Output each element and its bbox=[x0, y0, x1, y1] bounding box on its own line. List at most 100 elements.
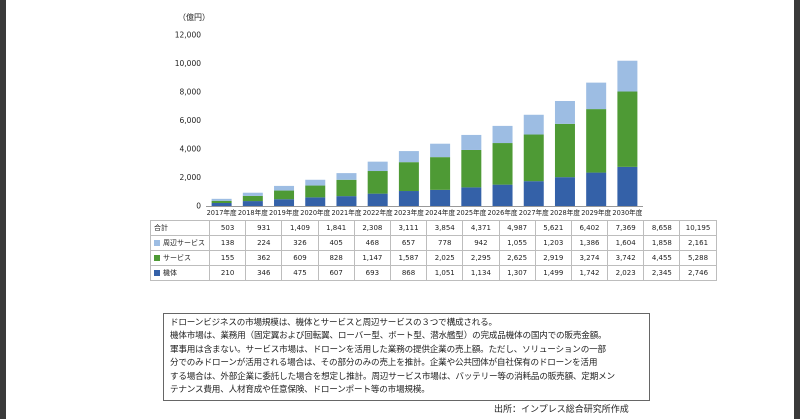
note-line: テナンス費用、人材育成や任意保険、ドローンポート等の市場規模。 bbox=[170, 385, 430, 396]
bar-segment bbox=[430, 157, 451, 190]
bar-segment bbox=[274, 185, 295, 191]
x-tick-label: 2024年度 bbox=[425, 208, 455, 217]
note-line: 機体市場は、業務用（固定翼および回転翼、ローバー型、ボート型、潜水艦型）の完成品… bbox=[170, 331, 607, 342]
data-cell: 3,111 bbox=[389, 220, 428, 236]
x-axis: 2017年度 2018年度 2019年度 2020年度 2021年度 2022年度 2023… bbox=[206, 206, 643, 217]
note-line: する場合は、外部企業に委託した場合を想定し推計。周辺サービス市場は、バッテリー等… bbox=[170, 371, 615, 382]
note-line: 分でのみドローンが活用される場合は、その部分のみの売上を推計。企業や公共団体が自… bbox=[170, 358, 598, 369]
bars-group bbox=[211, 60, 638, 206]
left-frame-bar bbox=[0, 0, 6, 419]
y-tick-label: 4,000 bbox=[180, 145, 202, 154]
bar-segment bbox=[367, 171, 388, 194]
bar-segment bbox=[430, 143, 451, 158]
bar-segment bbox=[430, 189, 451, 206]
bar-segment bbox=[554, 123, 575, 178]
data-cell: 2,295 bbox=[462, 250, 500, 266]
bar-segment bbox=[367, 193, 388, 206]
row-label: サービス bbox=[163, 254, 191, 262]
bar-segment bbox=[617, 60, 638, 92]
bar-segment bbox=[461, 187, 482, 206]
y-axis-unit: （億円） bbox=[178, 12, 210, 22]
data-cell: 4,455 bbox=[643, 250, 681, 266]
data-cell: 5,288 bbox=[679, 250, 717, 266]
x-tick-label: 2021年度 bbox=[331, 208, 361, 217]
data-cell: 210 bbox=[208, 265, 247, 281]
bar-segment bbox=[523, 181, 544, 206]
x-tick-label: 2019年度 bbox=[269, 208, 299, 217]
data-cell: 224 bbox=[245, 235, 283, 251]
bar-segment bbox=[586, 109, 607, 173]
row-label-cell: 合計 bbox=[150, 220, 210, 236]
data-cell: 3,274 bbox=[570, 250, 609, 266]
data-cell: 346 bbox=[245, 265, 283, 281]
table-row: 機体 210 346 475 607 693 868 1,051 1,134 1,307 1,499… bbox=[150, 265, 717, 281]
data-cell: 778 bbox=[426, 235, 464, 251]
row-label-cell: 周辺サービス bbox=[150, 235, 210, 251]
bar-segment bbox=[274, 190, 295, 200]
data-cell: 2,625 bbox=[498, 250, 536, 266]
bar-segment bbox=[305, 179, 326, 186]
note-box: ドローンビジネスの市場規模は、機体とサービスと周辺サービスの３つで構成される。 … bbox=[163, 313, 650, 401]
x-tick-label: 2025年度 bbox=[456, 208, 486, 217]
bar-segment bbox=[211, 203, 232, 206]
data-cell: 609 bbox=[281, 250, 319, 266]
data-cell: 828 bbox=[317, 250, 355, 266]
x-tick-label: 2029年度 bbox=[581, 208, 611, 217]
source-credit: 出所：インプレス総合研究所作成 bbox=[494, 405, 629, 415]
data-cell: 4,371 bbox=[462, 220, 500, 236]
table-row: 周辺サービス 138 224 326 405 468 657 778 942 1,055 1,203… bbox=[150, 235, 717, 251]
y-tick-label: 8,000 bbox=[180, 88, 202, 97]
bar-segment bbox=[461, 134, 482, 150]
data-cell: 4,987 bbox=[498, 220, 536, 236]
x-tick-label: 2027年度 bbox=[519, 208, 549, 217]
legend-swatch bbox=[154, 240, 160, 246]
data-cell: 693 bbox=[353, 265, 391, 281]
row-label: 機体 bbox=[163, 269, 177, 277]
bar-segment bbox=[211, 198, 232, 201]
data-cell: 362 bbox=[245, 250, 283, 266]
row-label-cell: サービス bbox=[150, 250, 210, 266]
data-cell: 1,203 bbox=[534, 235, 572, 251]
bar-segment bbox=[398, 162, 419, 192]
data-cell: 2,345 bbox=[643, 265, 681, 281]
data-cell: 607 bbox=[317, 265, 355, 281]
data-cell: 1,742 bbox=[570, 265, 609, 281]
data-cell: 1,587 bbox=[389, 250, 428, 266]
bar-segment bbox=[492, 184, 513, 206]
bar-segment bbox=[336, 196, 357, 206]
data-cell: 1,051 bbox=[426, 265, 464, 281]
data-cell: 2,023 bbox=[607, 265, 645, 281]
data-cell: 8,658 bbox=[643, 220, 681, 236]
x-tick-label: 2028年度 bbox=[550, 208, 580, 217]
data-cell: 1,134 bbox=[462, 265, 500, 281]
data-cell: 1,604 bbox=[607, 235, 645, 251]
x-tick-label: 2018年度 bbox=[238, 208, 268, 217]
bar-segment bbox=[305, 185, 326, 198]
data-cell: 405 bbox=[317, 235, 355, 251]
note-line: 軍事用は含まない。サービス市場は、ドローンを活用した業務の提供企業の売上額。ただ… bbox=[170, 344, 606, 355]
bar-segment bbox=[242, 201, 263, 206]
data-cell: 155 bbox=[208, 250, 247, 266]
data-cell: 2,308 bbox=[353, 220, 391, 236]
data-cell: 1,386 bbox=[570, 235, 609, 251]
note-line: ドローンビジネスの市場規模は、機体とサービスと周辺サービスの３つで構成される。 bbox=[170, 318, 497, 328]
bar-segment bbox=[492, 125, 513, 144]
y-tick-label: 2,000 bbox=[180, 173, 202, 182]
row-label: 合計 bbox=[154, 224, 168, 232]
data-cell: 468 bbox=[353, 235, 391, 251]
data-cell: 1,147 bbox=[353, 250, 391, 266]
data-cell: 1,409 bbox=[281, 220, 319, 236]
bar-segment bbox=[398, 191, 419, 206]
data-cell: 2,025 bbox=[426, 250, 464, 266]
x-tick-label: 2030年度 bbox=[612, 208, 642, 217]
x-tick-label: 2023年度 bbox=[394, 208, 424, 217]
data-cell: 657 bbox=[389, 235, 428, 251]
bar-segment bbox=[523, 134, 544, 182]
data-table: 合計 503 931 1,409 1,841 2,308 3,111 3,854 4,371 4,… bbox=[150, 220, 717, 281]
data-cell: 1,499 bbox=[534, 265, 572, 281]
row-label: 周辺サービス bbox=[163, 239, 205, 247]
bar-segment bbox=[336, 173, 357, 180]
data-cell: 503 bbox=[208, 220, 247, 236]
x-tick-label: 2026年度 bbox=[488, 208, 518, 217]
bar-segment bbox=[336, 179, 357, 197]
